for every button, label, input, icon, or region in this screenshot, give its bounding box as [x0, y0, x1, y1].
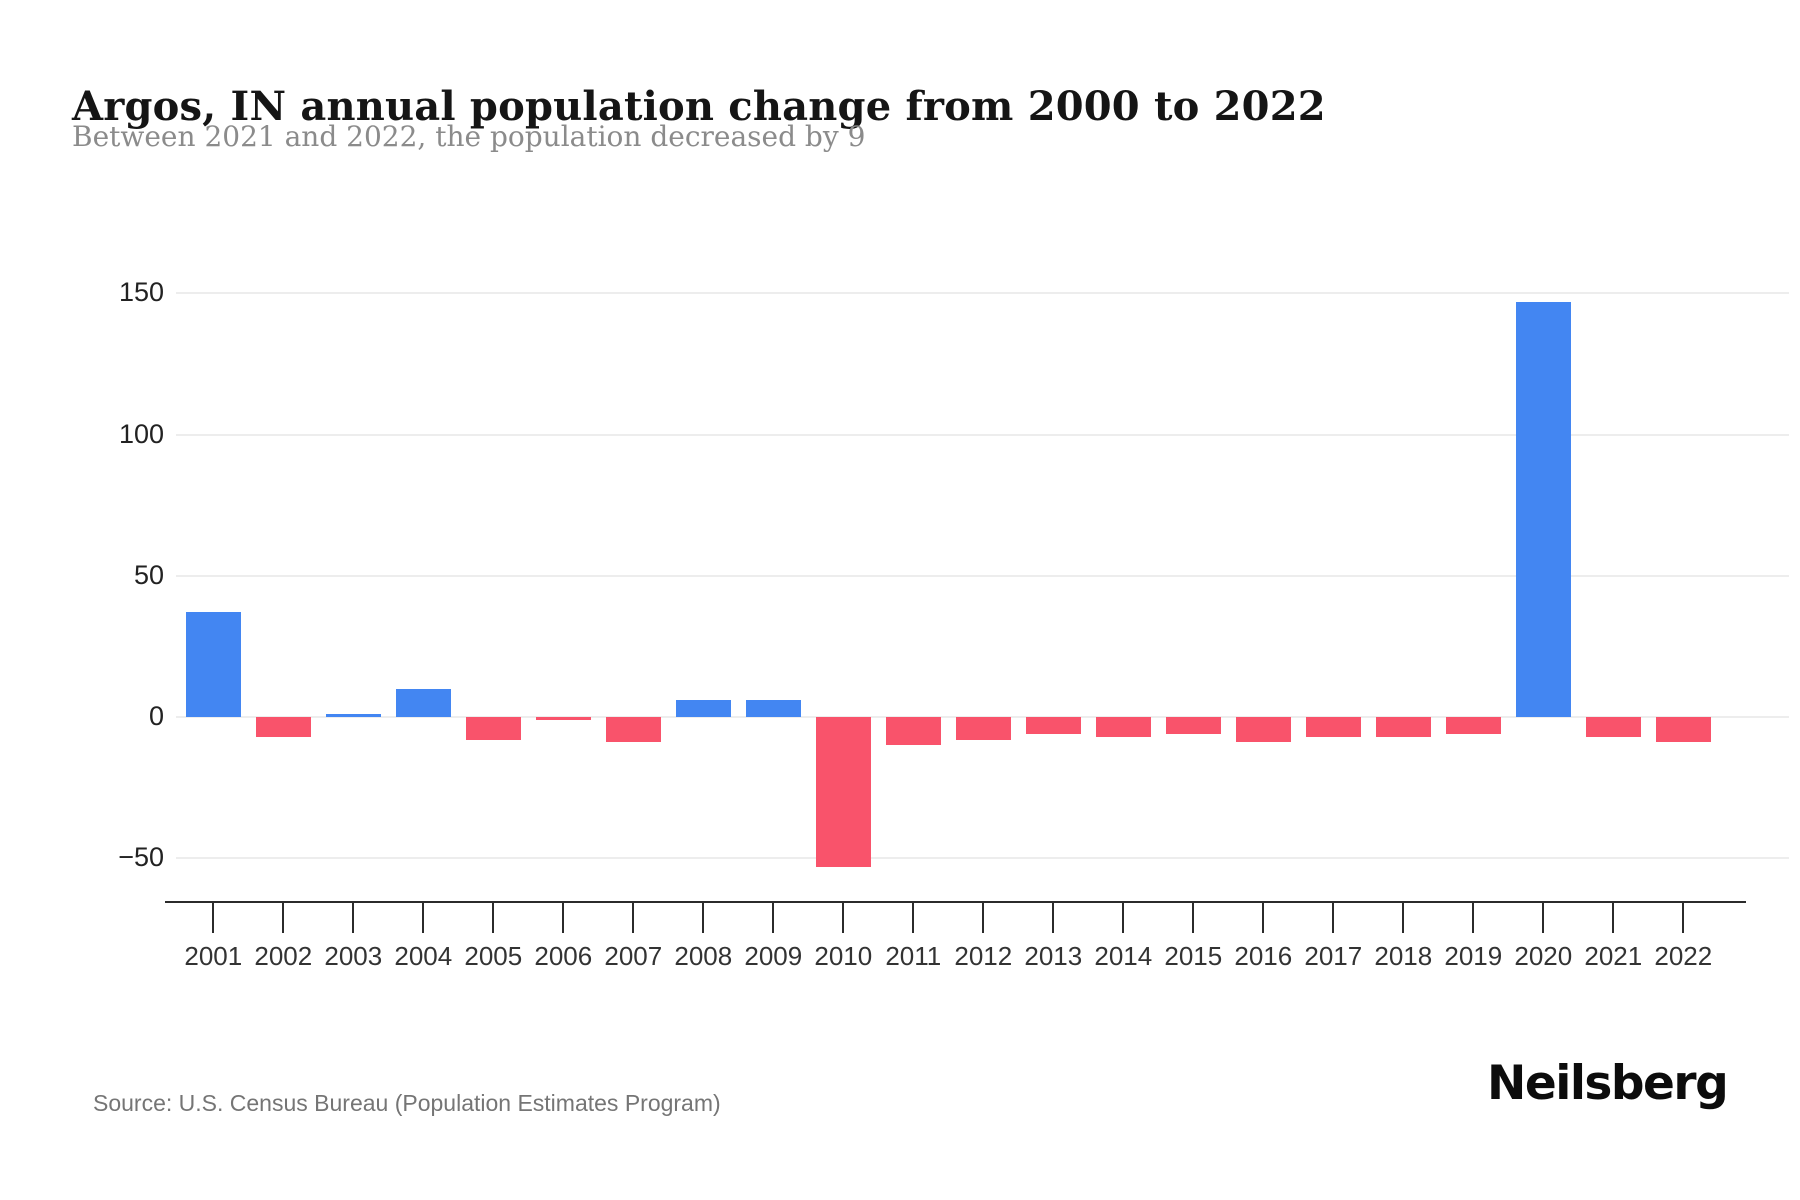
x-axis-tick-2008	[702, 902, 705, 933]
x-axis-year-label-2004: 2004	[394, 941, 453, 971]
bar-2004[interactable]	[395, 688, 451, 717]
source-attribution: Source: U.S. Census Bureau (Population E…	[93, 1090, 721, 1116]
bar-2001[interactable]	[185, 612, 241, 717]
page-subtitle: Between 2021 and 2022, the population de…	[72, 120, 866, 153]
x-axis-tick-2019	[1472, 902, 1475, 933]
bar-2005[interactable]	[465, 717, 521, 740]
x-axis-year-label-2001: 2001	[184, 941, 243, 971]
x-axis-year-label-2020: 2020	[1514, 941, 1573, 971]
bar-2015[interactable]	[1165, 717, 1221, 734]
x-axis-tick-2018	[1402, 902, 1405, 933]
x-axis-tick-2009	[772, 902, 775, 933]
x-axis-year-label-2012: 2012	[954, 941, 1013, 971]
x-axis-tick-2001	[212, 902, 215, 933]
x-axis-year-label-2009: 2009	[744, 941, 803, 971]
bar-2013[interactable]	[1025, 717, 1081, 734]
y-axis-label-0: 0	[148, 701, 164, 731]
x-axis-tick-2011	[912, 902, 915, 933]
bar-2002[interactable]	[255, 717, 311, 737]
x-axis-year-label-2006: 2006	[534, 941, 593, 971]
x-axis-year-label-2008: 2008	[674, 941, 733, 971]
x-axis-tick-2017	[1332, 902, 1335, 933]
bar-2016[interactable]	[1235, 717, 1291, 743]
x-axis-year-label-2005: 2005	[464, 941, 523, 971]
bar-2019[interactable]	[1445, 717, 1501, 734]
x-axis-year-label-2013: 2013	[1024, 941, 1083, 971]
x-axis-tick-2013	[1052, 902, 1055, 933]
x-axis-year-label-2018: 2018	[1374, 941, 1433, 971]
y-axis-label-50: 50	[133, 559, 164, 590]
bar-2012[interactable]	[955, 717, 1011, 740]
x-axis-year-label-2007: 2007	[604, 941, 663, 971]
bar-2007[interactable]	[605, 717, 661, 743]
gridline-150	[176, 292, 1789, 295]
x-axis-year-label-2002: 2002	[254, 941, 313, 971]
bar-2020[interactable]	[1515, 301, 1571, 717]
x-axis-tick-2007	[632, 902, 635, 933]
y-axis-label-150: 150	[118, 277, 164, 308]
y-axis-label-100: 100	[118, 418, 164, 449]
x-axis-tick-2012	[982, 902, 985, 933]
bar-2014[interactable]	[1095, 717, 1151, 737]
bar-2010[interactable]	[815, 717, 871, 867]
x-axis-year-label-2022: 2022	[1654, 941, 1713, 971]
x-axis-tick-2020	[1542, 902, 1545, 933]
x-axis-year-label-2015: 2015	[1164, 941, 1223, 971]
gridline--50	[176, 857, 1789, 860]
bar-2021[interactable]	[1585, 717, 1641, 737]
bar-2022[interactable]	[1655, 717, 1711, 743]
page-title: Argos, IN annual population change from …	[72, 82, 1326, 130]
x-axis-year-label-2016: 2016	[1234, 941, 1293, 971]
x-axis-tick-2021	[1612, 902, 1615, 933]
x-axis-tick-2016	[1262, 902, 1265, 933]
x-axis-tick-2022	[1682, 902, 1685, 933]
x-axis-year-label-2019: 2019	[1444, 941, 1503, 971]
x-axis-tick-2014	[1122, 902, 1125, 933]
neilsberg-logo[interactable]: Neilsberg	[1487, 1056, 1729, 1111]
bar-2008[interactable]	[675, 700, 731, 717]
y-axis-label--50: −50	[118, 842, 164, 873]
x-axis-line	[165, 901, 1746, 903]
bar-2009[interactable]	[745, 700, 801, 717]
bar-2011[interactable]	[885, 717, 941, 746]
x-axis-tick-2002	[282, 902, 285, 933]
x-axis-tick-2006	[562, 902, 565, 933]
x-axis-year-label-2010: 2010	[814, 941, 873, 971]
x-axis-tick-2010	[842, 902, 845, 933]
bar-2018[interactable]	[1375, 717, 1431, 737]
bar-2003[interactable]	[325, 714, 381, 717]
x-axis-tick-2015	[1192, 902, 1195, 933]
x-axis-tick-2004	[422, 902, 425, 933]
gridline-100	[176, 433, 1789, 436]
x-axis-year-label-2014: 2014	[1094, 941, 1153, 971]
x-axis-year-label-2003: 2003	[324, 941, 383, 971]
x-axis-tick-2005	[492, 902, 495, 933]
x-axis-year-label-2021: 2021	[1584, 941, 1643, 971]
x-axis-year-label-2011: 2011	[885, 941, 942, 971]
gridline-50	[176, 574, 1789, 577]
x-axis-year-label-2017: 2017	[1304, 941, 1363, 971]
bar-2017[interactable]	[1305, 717, 1361, 737]
bar-2006[interactable]	[535, 717, 591, 720]
x-axis-tick-2003	[352, 902, 355, 933]
